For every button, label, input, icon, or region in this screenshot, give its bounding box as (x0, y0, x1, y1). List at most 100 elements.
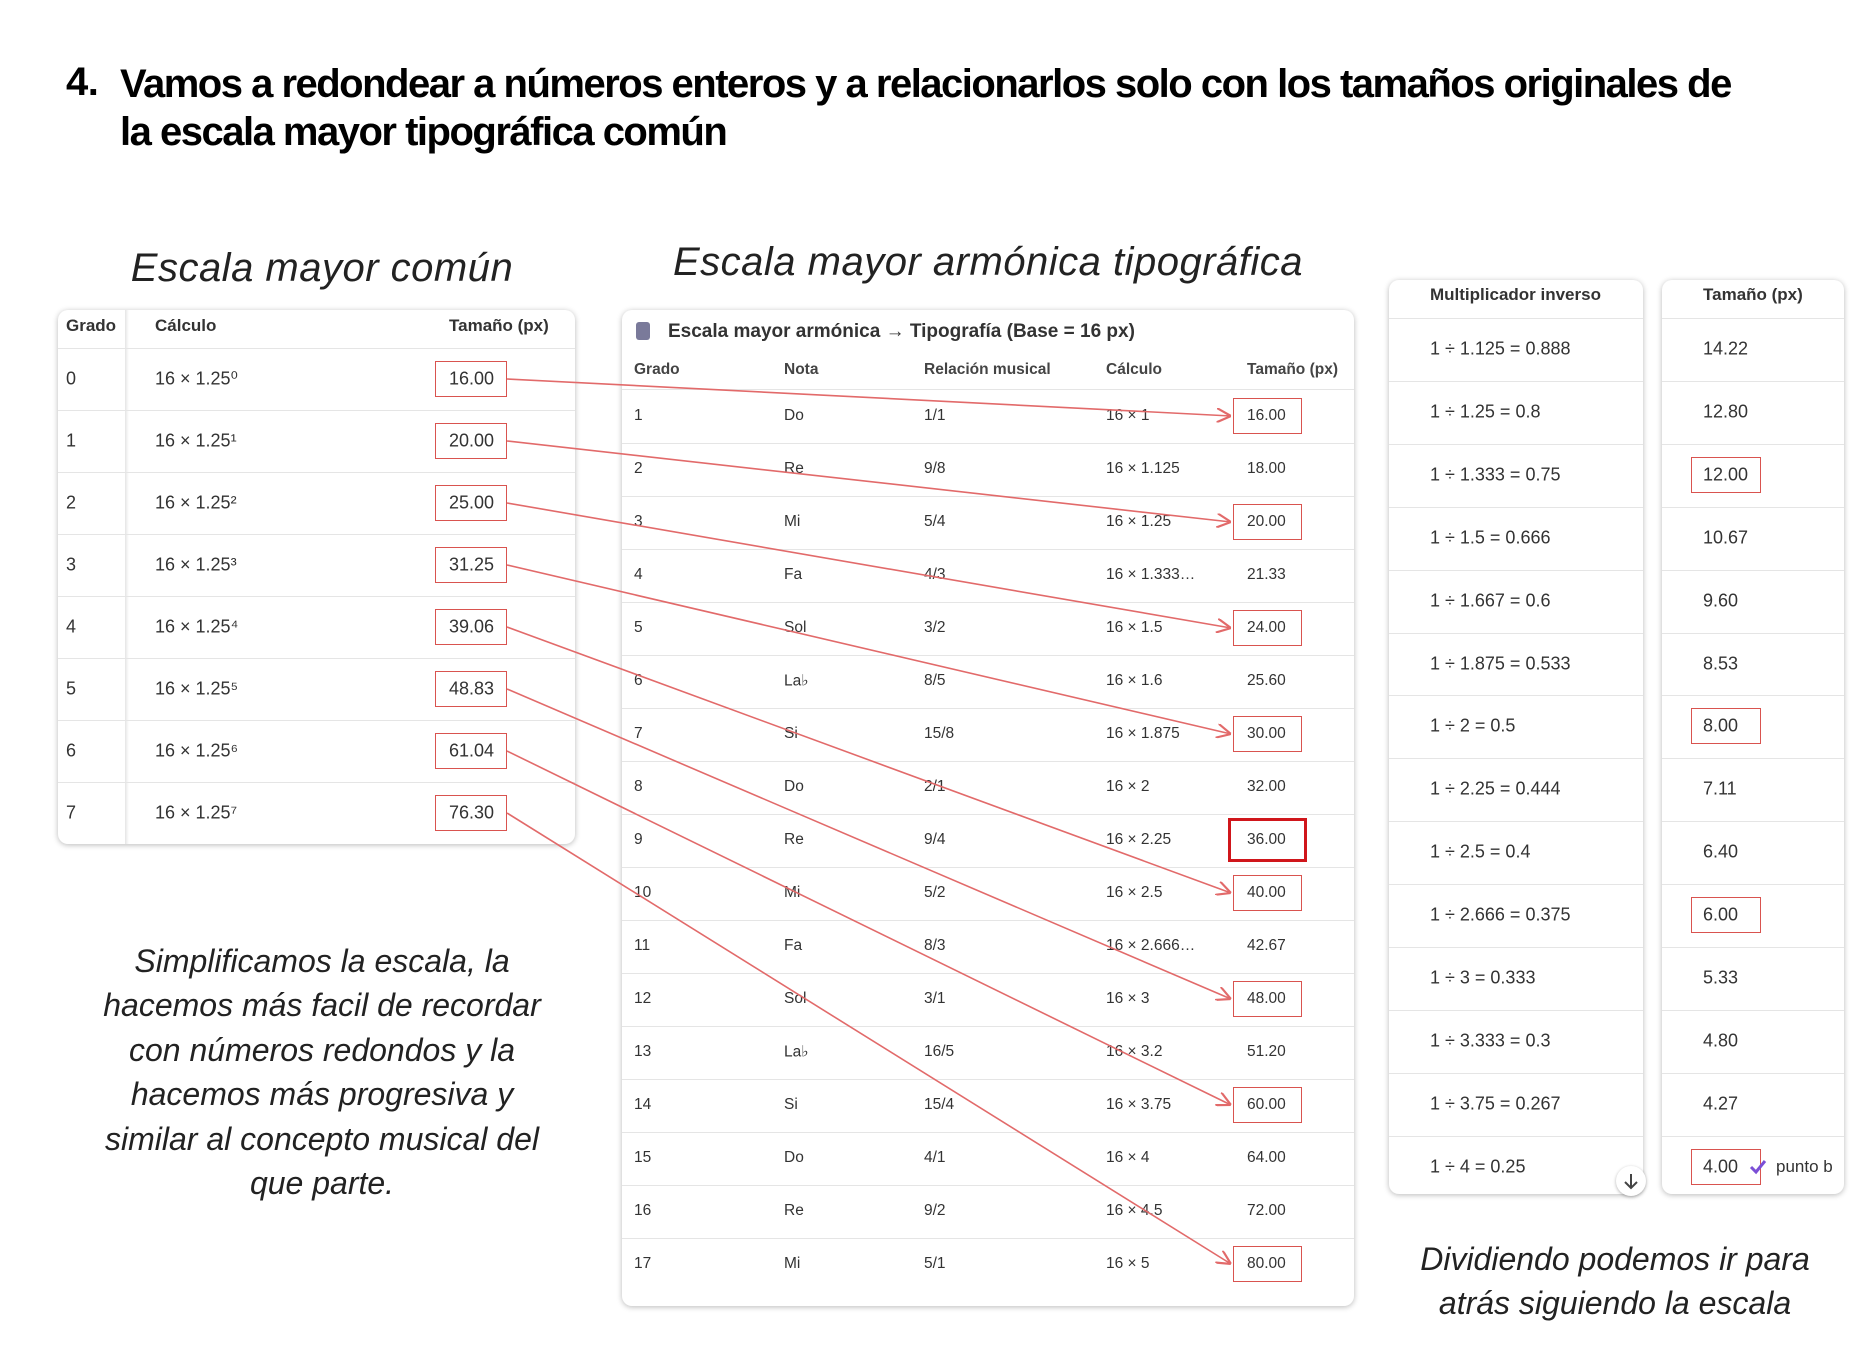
table-cell: 24.00 (1247, 619, 1286, 636)
row-separator (1662, 758, 1844, 760)
row-separator (58, 720, 575, 721)
header-separator (1389, 318, 1643, 319)
table-cell: 16 × 1.25² (155, 492, 237, 513)
table-cell: 48.83 (449, 678, 495, 699)
row-separator (1662, 443, 1844, 445)
table-cell: 16 × 1.125 (1106, 460, 1180, 477)
heading-number: 4. (66, 60, 99, 104)
table-cell: 6.00 (1703, 904, 1739, 925)
table-cell: 17 (634, 1255, 652, 1272)
table-cell: 36.00 (1247, 831, 1286, 848)
highlight-box (435, 671, 507, 707)
table-cell: 12.00 (1703, 464, 1749, 485)
table-card (58, 310, 575, 844)
highlight-box (435, 361, 507, 397)
table-cell: 16 × 2 (1106, 778, 1150, 795)
table-cell: 20.00 (449, 430, 495, 451)
row-separator (1389, 821, 1643, 823)
row-separator (1389, 506, 1643, 508)
row-separator (58, 534, 575, 535)
table-cell: 7.11 (1703, 778, 1737, 799)
highlight-box (1233, 398, 1302, 434)
table-cell: 6 (634, 672, 643, 689)
table-cell: 15 (634, 1149, 652, 1166)
table-cell: La♭ (784, 672, 809, 690)
row-separator (1389, 695, 1643, 697)
table-cell: 39.06 (449, 616, 495, 637)
table-cell: 16 × 4.5 (1106, 1202, 1163, 1219)
highlight-box (1228, 818, 1307, 862)
row-separator (1389, 1072, 1643, 1074)
row-separator (1389, 569, 1643, 571)
table-cell: 80.00 (1247, 1255, 1286, 1272)
table-cell: 15/4 (924, 1096, 955, 1113)
highlight-box (1233, 1087, 1302, 1123)
table-title: Escala mayor armónica → Tipografía (Base… (668, 321, 1135, 342)
table-cell: 5/2 (924, 884, 946, 901)
row-separator (1662, 1009, 1844, 1011)
table-cell: Mi (784, 1255, 801, 1272)
row-separator (622, 1185, 1354, 1186)
down-arrow-icon (1624, 1174, 1638, 1190)
column-header: Tamaño (px) (1247, 361, 1338, 378)
table-cell: 31.25 (449, 554, 495, 575)
table-cell: 3 (634, 513, 643, 530)
highlight-box (435, 485, 507, 521)
table-cell: 16 × 4 (1106, 1149, 1150, 1166)
table-card (1389, 280, 1643, 1194)
note: Dividiendo podemos ir para atrás siguien… (1420, 1241, 1810, 1322)
highlight-box (1691, 456, 1761, 493)
table-cell: 60.00 (1247, 1096, 1286, 1113)
table-cell: 12 (634, 990, 652, 1007)
table-cell: 0 (66, 368, 77, 389)
heading-title: Vamos a redondear a números enteros y a … (120, 62, 1732, 154)
table-cell: 51.20 (1247, 1043, 1286, 1060)
table-cell: 21.33 (1247, 566, 1286, 583)
table-cell: 1 (66, 430, 77, 451)
table-cell: 4 (634, 566, 643, 583)
table-cell: 30.00 (1247, 725, 1286, 742)
table-cell: 64.00 (1247, 1149, 1286, 1166)
table-cell: 25.00 (449, 492, 495, 513)
table-cell: 8 (634, 778, 643, 795)
table-cell: Si (784, 725, 798, 742)
check-icon (1748, 1157, 1768, 1177)
table-cell: 1 ÷ 1.667 = 0.6 (1430, 590, 1551, 611)
table-cell: 1 (634, 407, 643, 424)
table-cell: 16 × 3.2 (1106, 1043, 1163, 1060)
table-cell: 16 × 1.25⁴ (155, 616, 239, 637)
header-separator (58, 348, 575, 349)
table-cell: 16 × 2.5 (1106, 884, 1163, 901)
music-icon (636, 322, 650, 340)
row-separator (622, 761, 1354, 762)
row-separator (1662, 821, 1844, 823)
highlight-box (1233, 504, 1302, 540)
column-header: Grado (634, 361, 680, 378)
highlight-box (1691, 897, 1761, 934)
table-cell: 2 (634, 460, 643, 477)
table-cell: 15/8 (924, 725, 955, 742)
row-separator (1662, 1072, 1844, 1074)
highlight-box (435, 547, 507, 583)
row-separator (622, 973, 1354, 974)
table-cell: 20.00 (1247, 513, 1286, 530)
row-separator (622, 549, 1354, 550)
table-cell: 3/2 (924, 619, 946, 636)
table-cell: 4/1 (924, 1149, 946, 1166)
table-cell: 1 ÷ 2.666 = 0.375 (1430, 904, 1571, 925)
row-separator (1389, 947, 1643, 948)
table-cell: 1 ÷ 1.25 = 0.8 (1430, 401, 1541, 422)
table-cell: Do (784, 1149, 804, 1166)
row-separator (1662, 380, 1844, 382)
row-separator (622, 1079, 1354, 1080)
table-cell: Do (784, 778, 804, 795)
highlight-box (435, 733, 507, 769)
table-cell: 14.22 (1703, 338, 1749, 359)
table-cell: 6.40 (1703, 841, 1739, 862)
table-cell: 5.33 (1703, 967, 1739, 988)
table-card (622, 310, 1354, 1306)
scroll-down-button[interactable] (1616, 1166, 1646, 1196)
table-cell: 5/1 (924, 1255, 946, 1272)
table-cell: Mi (784, 513, 801, 530)
